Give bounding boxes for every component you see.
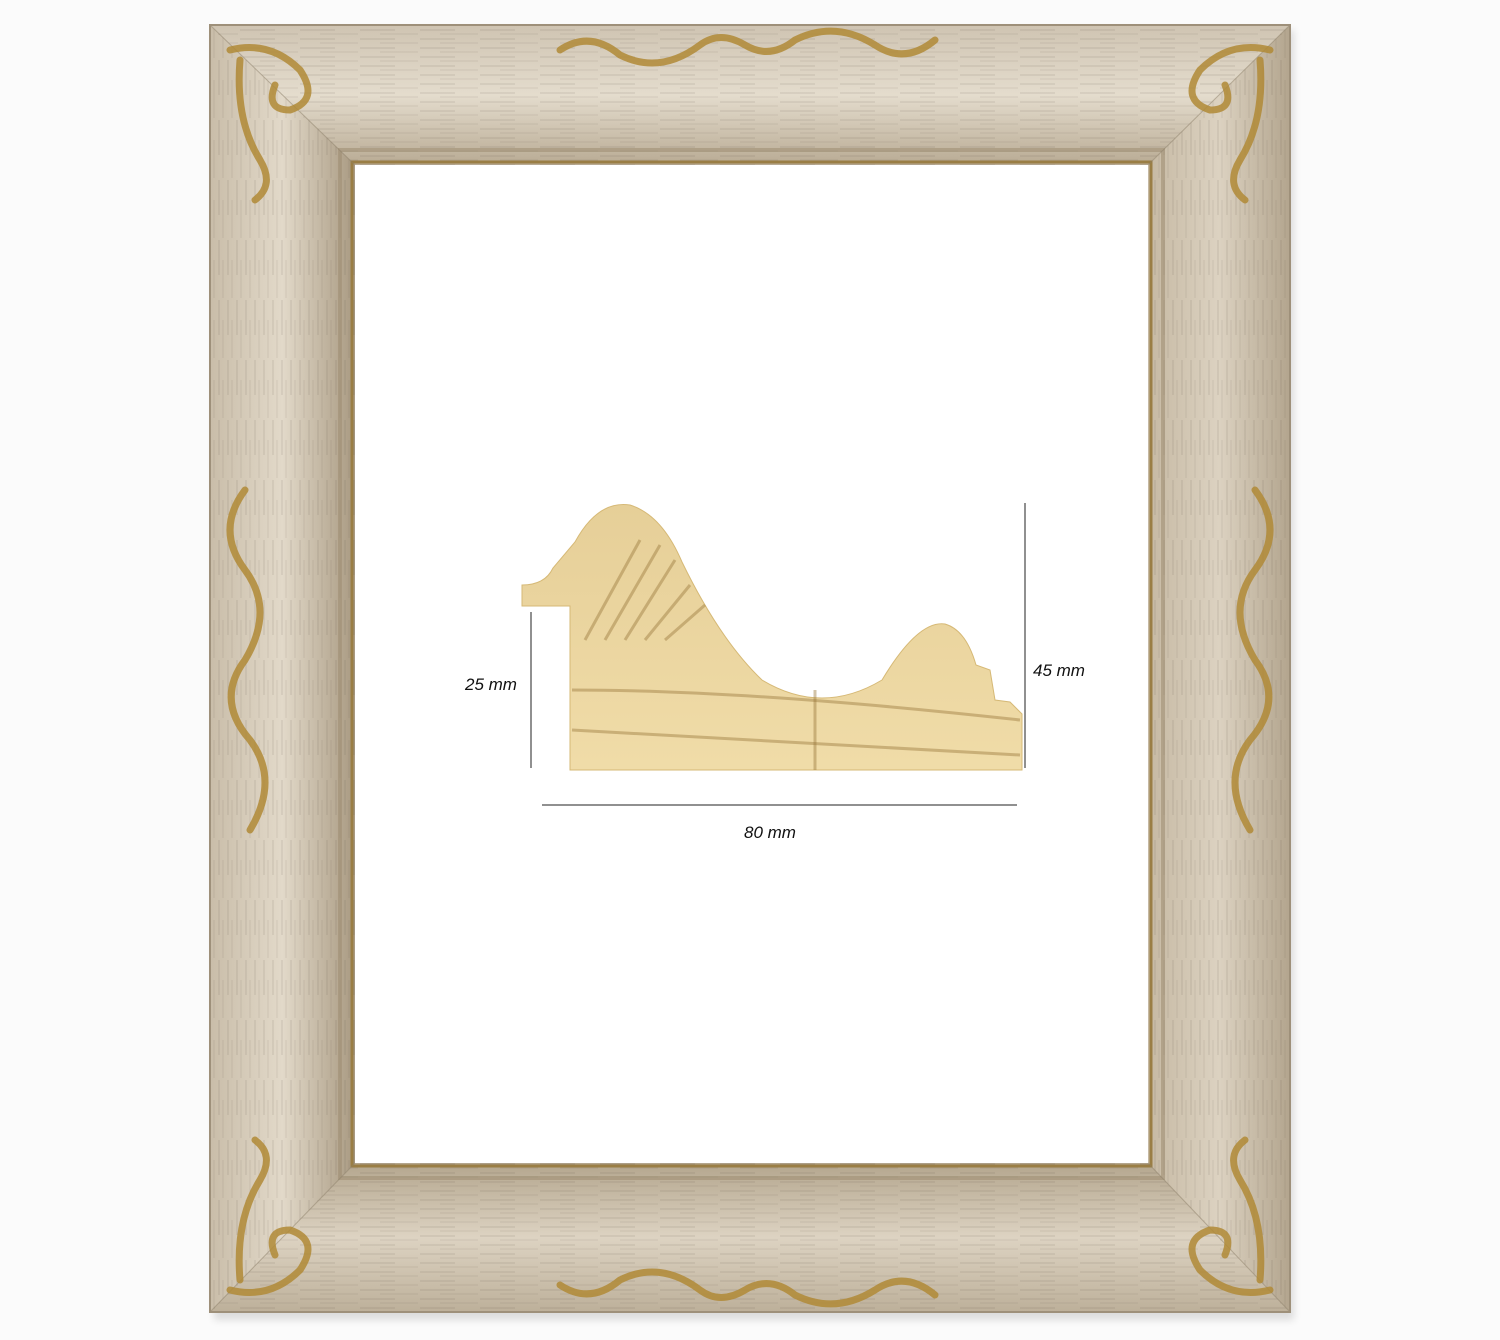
frame-ornaments (226, 27, 1274, 1308)
ornament-bottom-center (556, 1268, 939, 1308)
ornament-top-left (226, 44, 312, 204)
ornament-top-center (556, 27, 939, 67)
ornament-bottom-left (226, 1136, 312, 1296)
frame-opening (355, 165, 1148, 1163)
picture-frame (209, 24, 1291, 1313)
width-label: 80 mm (744, 823, 796, 842)
ornament-top-right (1188, 44, 1274, 204)
ornament-left-center (226, 486, 269, 834)
total-height-label: 45 mm (1033, 661, 1085, 680)
ornament-bottom-right (1188, 1136, 1274, 1296)
ornament-right-center (1231, 486, 1274, 834)
moulding-profile (521, 503, 1023, 771)
profile-cross-section (521, 503, 1023, 771)
rebate-height-label: 25 mm (465, 675, 517, 694)
